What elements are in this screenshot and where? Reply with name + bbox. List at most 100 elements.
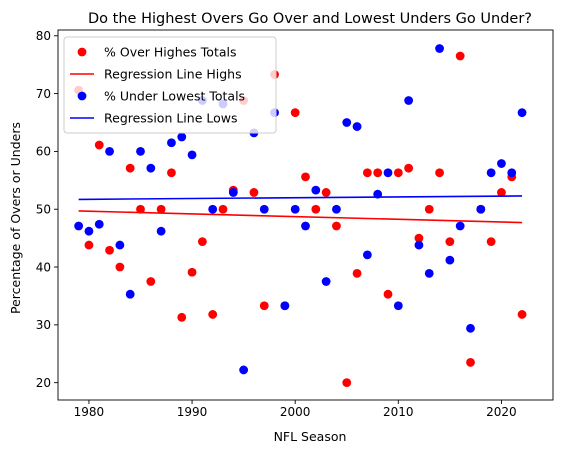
data-point-series-0 xyxy=(105,245,114,255)
data-point-series-2 xyxy=(125,289,135,299)
data-point-series-0 xyxy=(94,140,104,150)
data-point-series-0 xyxy=(208,310,218,319)
data-point-series-0 xyxy=(445,237,455,246)
data-point-series-2 xyxy=(94,219,104,229)
data-point-series-2 xyxy=(455,221,465,231)
data-point-series-0 xyxy=(187,267,197,277)
data-point-series-2 xyxy=(74,221,84,231)
data-point-series-2 xyxy=(84,226,94,236)
data-point-series-2 xyxy=(208,204,218,214)
data-point-series-0 xyxy=(362,168,372,178)
data-point-series-2 xyxy=(517,108,527,118)
data-point-series-2 xyxy=(435,44,444,53)
y-tick-label: 70 xyxy=(36,87,51,101)
y-tick-label: 50 xyxy=(36,203,51,217)
y-tick-label: 40 xyxy=(36,260,51,274)
data-point-series-0 xyxy=(404,163,414,173)
data-point-series-0 xyxy=(136,204,145,214)
data-point-series-0 xyxy=(156,204,166,214)
data-point-series-2 xyxy=(424,268,434,278)
data-point-series-0 xyxy=(342,378,352,388)
data-point-series-2 xyxy=(187,150,197,160)
data-point-series-0 xyxy=(424,204,434,214)
legend-marker xyxy=(77,91,87,101)
x-tick-label: 2010 xyxy=(383,405,414,419)
data-point-series-2 xyxy=(136,147,145,156)
data-point-series-2 xyxy=(228,188,238,197)
data-point-series-0 xyxy=(486,237,496,246)
data-point-series-0 xyxy=(259,301,269,311)
data-point-series-2 xyxy=(259,204,269,214)
data-point-series-2 xyxy=(414,240,424,250)
data-point-series-2 xyxy=(476,204,486,214)
data-point-series-0 xyxy=(249,188,259,197)
data-point-series-2 xyxy=(486,168,496,178)
data-point-series-0 xyxy=(497,188,506,197)
data-point-series-2 xyxy=(311,185,321,195)
data-point-series-2 xyxy=(280,301,290,311)
data-point-series-2 xyxy=(177,132,187,142)
regression-line-series-3 xyxy=(78,195,523,201)
legend-label: % Under Lowest Totals xyxy=(104,89,245,104)
data-point-series-2 xyxy=(105,147,114,156)
data-point-series-2 xyxy=(146,163,156,173)
data-point-series-2 xyxy=(115,240,125,250)
data-point-series-2 xyxy=(332,204,341,214)
legend-label: % Over Highes Totals xyxy=(104,45,237,60)
data-point-series-2 xyxy=(362,250,372,260)
data-point-series-2 xyxy=(352,122,362,131)
data-point-series-0 xyxy=(197,237,207,246)
data-point-series-0 xyxy=(167,168,176,178)
x-tick-label: 1990 xyxy=(177,405,208,419)
data-point-series-0 xyxy=(115,262,125,272)
legend-box xyxy=(63,36,277,134)
x-tick-label: 2000 xyxy=(280,405,311,419)
x-tick-label: 2020 xyxy=(486,405,517,419)
data-point-series-0 xyxy=(301,172,310,182)
data-point-series-2 xyxy=(393,301,403,311)
data-point-series-0 xyxy=(352,268,362,278)
data-point-series-0 xyxy=(321,188,331,197)
data-point-series-0 xyxy=(177,312,187,322)
data-point-series-0 xyxy=(466,358,475,367)
data-point-series-2 xyxy=(466,323,475,333)
axes-frame xyxy=(57,29,554,401)
data-point-series-2 xyxy=(156,226,166,236)
data-point-series-2 xyxy=(497,159,506,168)
data-point-series-2 xyxy=(507,168,517,178)
data-point-series-0 xyxy=(311,204,321,214)
data-point-series-0 xyxy=(373,168,383,178)
data-point-series-0 xyxy=(290,108,300,118)
data-point-series-2 xyxy=(342,118,352,127)
data-point-series-0 xyxy=(435,168,444,178)
data-point-series-2 xyxy=(290,204,300,214)
data-point-series-2 xyxy=(239,365,249,375)
legend: % Over Highes Totals Regression Line High… xyxy=(63,36,277,134)
chart-title: Do the Highest Overs Go Over and Lowest … xyxy=(88,11,532,27)
data-point-series-0 xyxy=(517,310,527,319)
y-axis-label: Percentage of Overs or Unders xyxy=(8,122,23,314)
data-point-series-0 xyxy=(455,51,465,61)
x-axis-label: NFL Season xyxy=(274,429,347,444)
regression-line-series-1 xyxy=(78,210,523,224)
data-point-series-0 xyxy=(146,277,156,286)
y-tick-label: 30 xyxy=(36,318,51,332)
data-point-series-2 xyxy=(301,221,310,231)
data-point-series-0 xyxy=(383,289,393,299)
data-point-series-0 xyxy=(218,204,228,214)
y-tick-label: 20 xyxy=(36,376,51,390)
y-tick-label: 80 xyxy=(36,29,51,43)
data-point-series-0 xyxy=(414,233,424,243)
data-point-series-2 xyxy=(445,255,455,265)
legend-label: Regression Line Lows xyxy=(104,111,238,126)
data-point-series-2 xyxy=(404,96,414,105)
data-point-series-0 xyxy=(332,221,341,231)
data-point-series-2 xyxy=(383,168,393,178)
y-tick-label: 60 xyxy=(36,145,51,159)
x-tick-label: 1980 xyxy=(74,405,105,419)
legend-label: Regression Line Highs xyxy=(104,67,242,82)
data-point-series-2 xyxy=(321,277,331,286)
